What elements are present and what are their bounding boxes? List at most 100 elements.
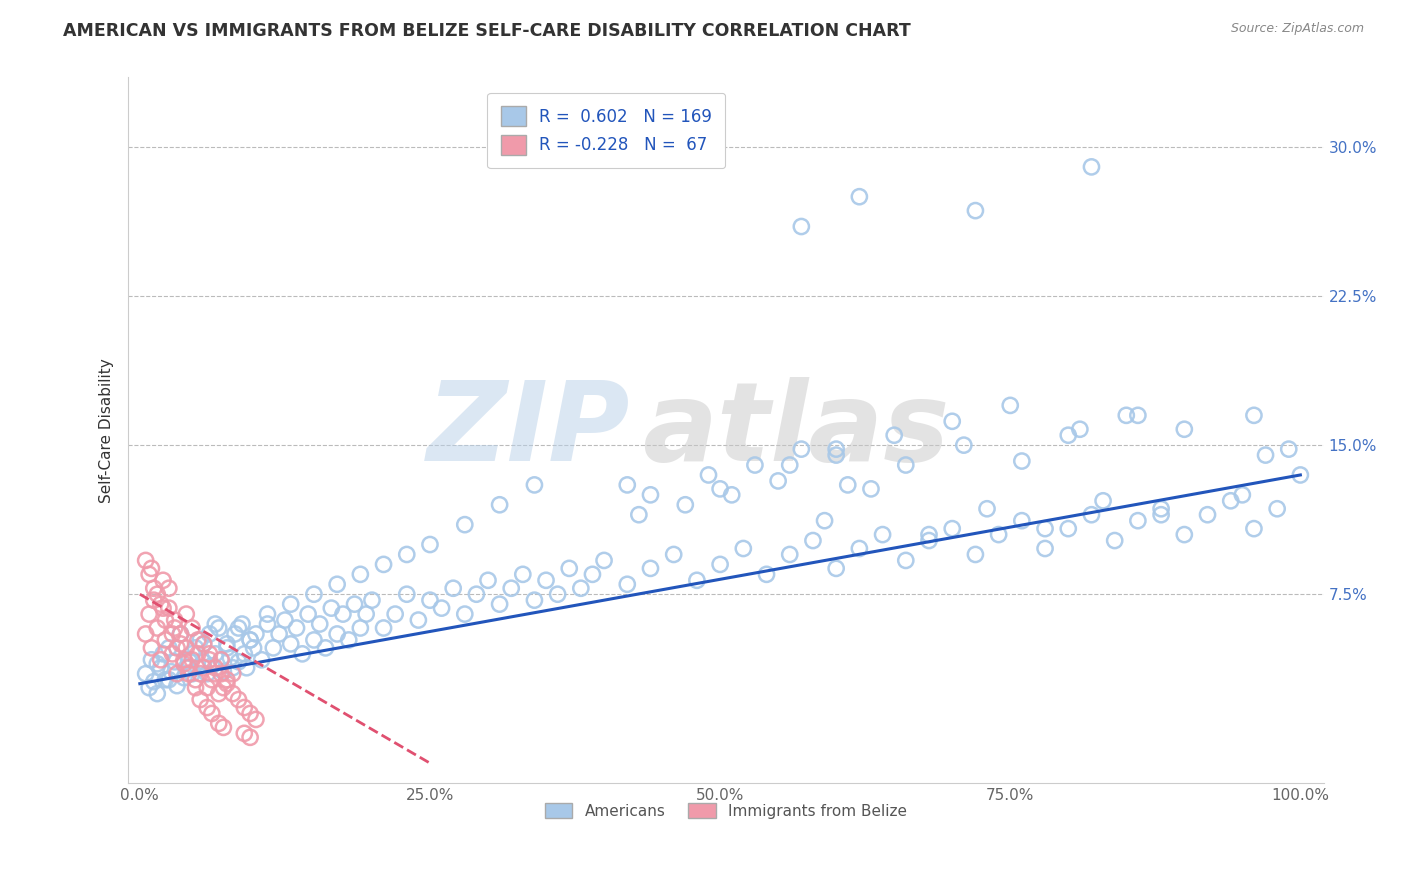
Point bbox=[941, 414, 963, 428]
Point bbox=[569, 581, 592, 595]
Point bbox=[488, 498, 510, 512]
Point bbox=[152, 574, 174, 588]
Point bbox=[193, 655, 215, 669]
Point bbox=[141, 640, 163, 655]
Point bbox=[152, 647, 174, 661]
Point bbox=[941, 522, 963, 536]
Point bbox=[779, 458, 801, 472]
Point bbox=[228, 621, 250, 635]
Point bbox=[1254, 448, 1277, 462]
Point bbox=[157, 581, 180, 595]
Point bbox=[250, 653, 273, 667]
Point bbox=[349, 567, 371, 582]
Point bbox=[640, 561, 662, 575]
Point bbox=[766, 474, 789, 488]
Point bbox=[262, 640, 284, 655]
Point bbox=[222, 661, 245, 675]
Point bbox=[135, 627, 157, 641]
Point bbox=[1219, 493, 1241, 508]
Point bbox=[523, 478, 546, 492]
Point bbox=[174, 607, 197, 621]
Point bbox=[332, 607, 354, 621]
Point bbox=[149, 653, 172, 667]
Point bbox=[212, 665, 235, 679]
Point bbox=[157, 640, 180, 655]
Point bbox=[193, 661, 215, 675]
Point bbox=[697, 467, 720, 482]
Point bbox=[709, 558, 731, 572]
Point bbox=[177, 666, 200, 681]
Point bbox=[162, 647, 184, 661]
Point bbox=[177, 653, 200, 667]
Point bbox=[212, 681, 235, 695]
Point bbox=[837, 478, 859, 492]
Point bbox=[215, 676, 238, 690]
Point bbox=[228, 692, 250, 706]
Point bbox=[321, 601, 343, 615]
Point bbox=[233, 726, 256, 740]
Point bbox=[454, 607, 477, 621]
Point bbox=[239, 632, 262, 647]
Point bbox=[1265, 501, 1288, 516]
Point bbox=[883, 428, 905, 442]
Point bbox=[1173, 422, 1195, 436]
Point bbox=[184, 640, 207, 655]
Point bbox=[813, 514, 835, 528]
Point bbox=[198, 647, 221, 661]
Point bbox=[302, 632, 325, 647]
Point bbox=[146, 657, 169, 671]
Point bbox=[408, 613, 430, 627]
Point bbox=[987, 527, 1010, 541]
Point bbox=[198, 627, 221, 641]
Point bbox=[1126, 514, 1149, 528]
Point bbox=[1150, 501, 1173, 516]
Point bbox=[157, 601, 180, 615]
Point bbox=[177, 661, 200, 675]
Point bbox=[488, 597, 510, 611]
Point bbox=[1126, 409, 1149, 423]
Point bbox=[354, 607, 377, 621]
Point bbox=[173, 671, 195, 685]
Point bbox=[204, 617, 226, 632]
Point bbox=[233, 647, 256, 661]
Point bbox=[256, 607, 278, 621]
Point bbox=[720, 488, 742, 502]
Point bbox=[204, 666, 226, 681]
Point bbox=[135, 553, 157, 567]
Point bbox=[384, 607, 406, 621]
Point bbox=[146, 587, 169, 601]
Point bbox=[547, 587, 569, 601]
Point bbox=[198, 653, 221, 667]
Point bbox=[142, 593, 165, 607]
Text: Source: ZipAtlas.com: Source: ZipAtlas.com bbox=[1230, 22, 1364, 36]
Point bbox=[733, 541, 755, 556]
Point bbox=[1232, 488, 1254, 502]
Point bbox=[155, 632, 177, 647]
Point bbox=[209, 653, 232, 667]
Point bbox=[343, 597, 366, 611]
Point bbox=[825, 561, 848, 575]
Point bbox=[219, 650, 242, 665]
Point bbox=[1173, 527, 1195, 541]
Point bbox=[280, 637, 302, 651]
Point bbox=[269, 627, 291, 641]
Point bbox=[593, 553, 616, 567]
Point bbox=[174, 640, 197, 655]
Point bbox=[326, 627, 349, 641]
Point bbox=[169, 627, 191, 641]
Point bbox=[235, 661, 257, 675]
Point bbox=[157, 673, 180, 687]
Point bbox=[395, 587, 418, 601]
Point bbox=[239, 632, 262, 647]
Point bbox=[918, 533, 941, 548]
Point bbox=[894, 458, 917, 472]
Point bbox=[1289, 467, 1312, 482]
Point bbox=[872, 527, 894, 541]
Point bbox=[1000, 398, 1022, 412]
Point bbox=[1278, 442, 1301, 457]
Point bbox=[965, 203, 987, 218]
Point bbox=[859, 482, 882, 496]
Point bbox=[201, 658, 224, 673]
Point bbox=[224, 627, 246, 641]
Point bbox=[208, 687, 231, 701]
